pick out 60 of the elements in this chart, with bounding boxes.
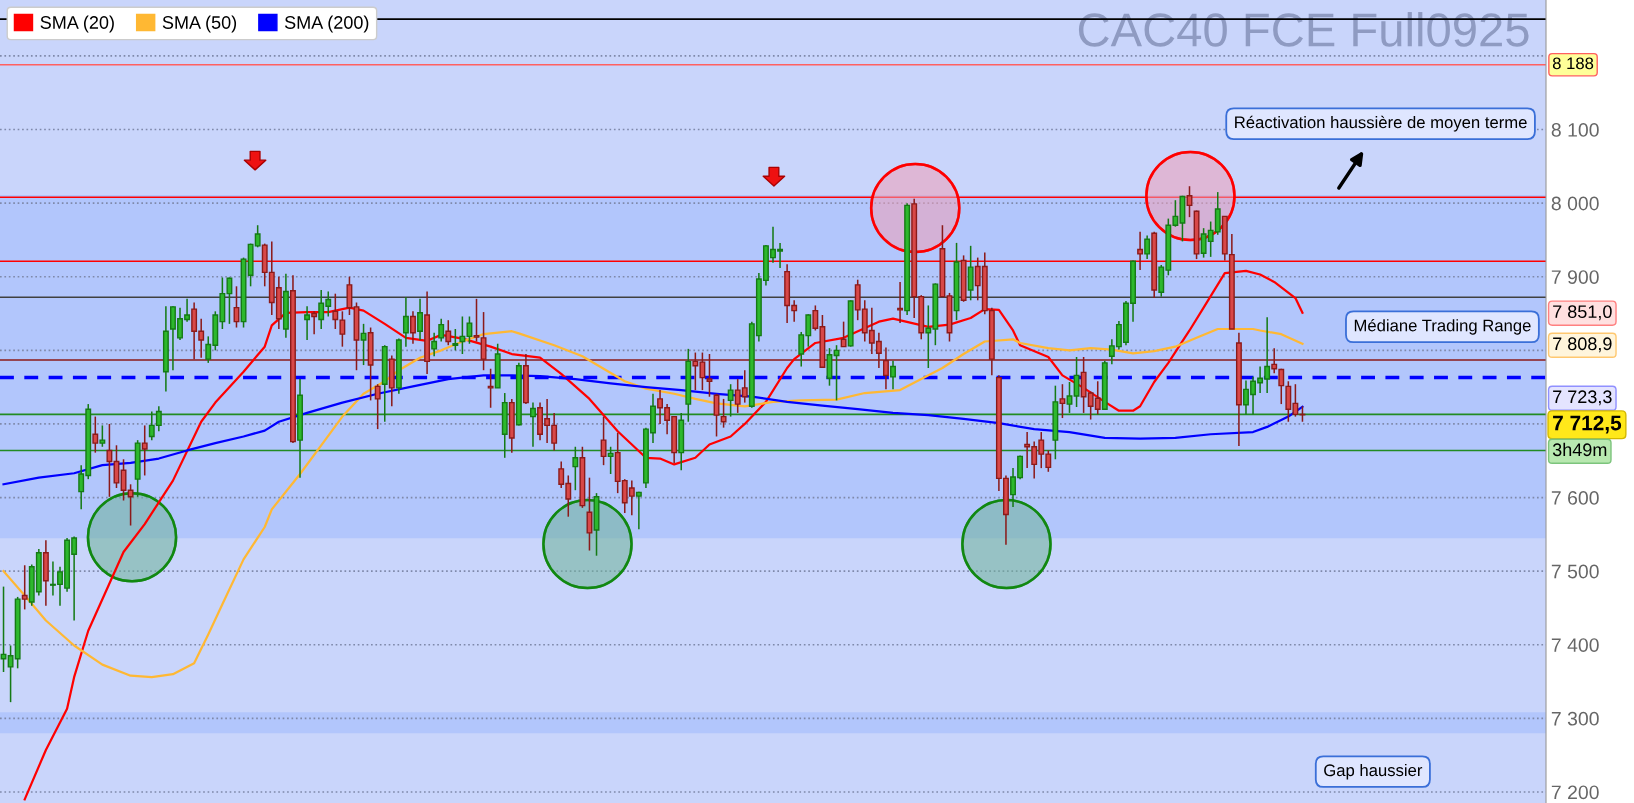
y-tick-label: 7 300 [1551,711,1599,726]
candlestick [92,415,99,454]
line-series [23,269,1304,801]
candlestick [1278,367,1285,405]
candlestick [840,320,847,348]
candlestick [346,275,353,316]
candlestick [1059,383,1066,419]
candlestick [897,281,904,324]
candlestick [445,319,452,346]
candlestick [1144,234,1151,260]
candlestick [127,483,134,527]
candlestick [374,383,381,430]
y-tick-label: 7 500 [1551,564,1599,579]
candlestick [607,446,614,475]
candlestick [304,305,311,341]
candlestick [473,298,480,343]
candlestick [530,401,536,448]
legend-label: SMA (50) [162,15,237,33]
text: 7 723,3 [1553,390,1612,406]
ref-line-label: 8 188 [1552,57,1594,70]
candlestick [410,310,416,345]
candlestick [1073,356,1080,408]
legend-label: SMA (200) [284,15,369,33]
candlestick [572,446,579,491]
candlestick [106,423,113,498]
annotation: Médiane Trading Range [1354,318,1531,335]
y-tick-label: 7 600 [1551,491,1599,505]
candlestick [635,490,642,530]
y-tick-label: 8 000 [1551,196,1599,211]
y-tick-label: 8 100 [1551,123,1599,137]
line-series [2,327,1304,679]
y-tick-label: 7 200 [1551,785,1599,800]
candlestick [99,424,106,448]
candlestick [1137,231,1144,271]
candlestick [417,298,423,341]
annotation: Gap haussier [1324,763,1423,780]
y-tick-label: 7 900 [1551,270,1599,284]
candlestick [402,296,409,348]
candlestick [600,415,607,466]
annotation: Réactivation haussière de moyen terme [1235,115,1527,132]
candlestick [890,359,896,391]
candlestick [452,328,459,352]
candlestick [720,398,727,429]
chart-title: CAC40 FCE Full0925 [1078,12,1529,47]
candlestick [487,367,494,409]
candlestick [141,424,148,477]
candlestick [21,564,28,611]
candlestick [1066,381,1073,414]
candlestick [311,310,318,335]
candlestick [727,383,734,418]
text: 7 808,9 [1553,337,1612,353]
text: 3h49m [1552,442,1607,457]
candlestick [431,331,438,357]
candlestick [438,317,445,343]
y-tick-label: 7 400 [1551,638,1599,652]
text: 7 851,0 [1553,305,1612,321]
candlestick [967,245,974,302]
legend-label: SMA (20) [40,15,114,33]
text: 7 712,5 [1553,415,1622,434]
candlestick [360,323,367,366]
